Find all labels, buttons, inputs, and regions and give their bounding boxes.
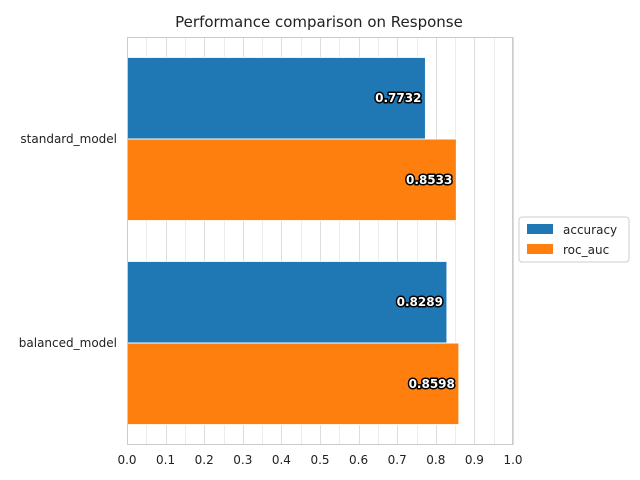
y-axis-categories: standard_model balanced_model [19,132,117,350]
data-label-accuracy-standard_model: 0.7732 [375,91,421,105]
x-tick-label: 0.8 [426,453,445,467]
bar-accuracy-balanced_model [126,260,448,344]
bars [126,56,460,426]
legend-label-roc_auc: roc_auc [563,243,609,257]
x-tick-label: 0.1 [156,453,175,467]
x-tick-label: 0.4 [272,453,291,467]
legend: accuracy roc_auc [518,216,630,263]
category-label: standard_model [20,132,117,146]
x-tick-label: 0.0 [117,453,136,467]
x-tick-label: 1.0 [503,453,522,467]
bar-roc_auc-balanced_model [126,342,460,426]
data-label-roc_auc-standard_model: 0.8533 [406,173,452,187]
legend-swatch-accuracy [527,224,553,234]
legend-swatch-roc_auc [527,244,553,254]
x-tick-label: 0.6 [349,453,368,467]
bar-accuracy-standard_model [126,56,426,140]
x-tick-label: 0.7 [388,453,407,467]
x-tick-label: 0.3 [233,453,252,467]
bar-roc_auc-standard_model [126,138,457,222]
x-tick-label: 0.2 [195,453,214,467]
chart-title: Performance comparison on Response [175,13,463,31]
plot-frame [127,37,513,445]
plot-area: 0.7732 0.8533 0.8289 0.8598 [126,37,514,445]
x-axis-ticks: 0.0 0.1 0.2 0.3 0.4 0.5 0.6 0.7 0.8 0.9 1.0 [117,453,522,467]
data-labels: 0.7732 0.8533 0.8289 0.8598 [374,90,457,393]
x-tick-label: 0.9 [465,453,484,467]
category-label: balanced_model [19,336,117,350]
data-label-roc_auc-balanced_model: 0.8598 [409,377,455,391]
legend-label-accuracy: accuracy [563,223,617,237]
data-label-accuracy-balanced_model: 0.8289 [397,295,443,309]
x-tick-label: 0.5 [310,453,329,467]
